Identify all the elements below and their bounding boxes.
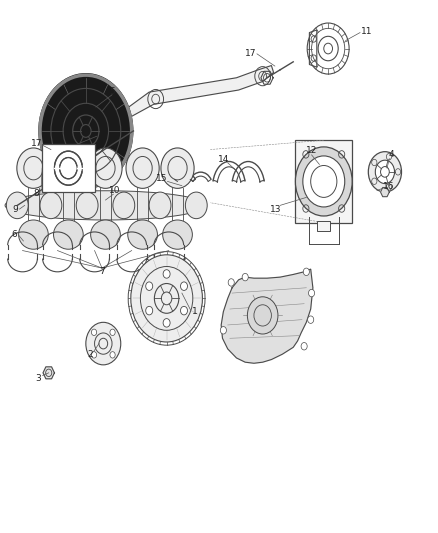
Bar	[295, 140, 352, 223]
Polygon shape	[125, 66, 274, 119]
Text: 10: 10	[109, 186, 120, 195]
Text: 1: 1	[192, 307, 198, 316]
Text: 5: 5	[109, 86, 115, 95]
Circle shape	[146, 282, 153, 290]
Polygon shape	[381, 188, 389, 197]
Circle shape	[161, 148, 194, 188]
Text: 11: 11	[361, 27, 372, 36]
Text: 2: 2	[88, 350, 93, 359]
Text: 16: 16	[383, 182, 394, 191]
Circle shape	[76, 192, 98, 219]
Circle shape	[295, 147, 352, 216]
Ellipse shape	[162, 220, 192, 249]
Circle shape	[146, 306, 153, 315]
Circle shape	[301, 343, 307, 350]
Circle shape	[180, 306, 187, 315]
Ellipse shape	[18, 220, 48, 249]
Ellipse shape	[53, 220, 83, 249]
Ellipse shape	[5, 191, 206, 220]
Circle shape	[7, 192, 28, 219]
Circle shape	[131, 255, 202, 342]
Text: 14: 14	[218, 155, 229, 164]
Text: 3: 3	[35, 374, 41, 383]
Circle shape	[303, 156, 345, 207]
Text: 17: 17	[245, 50, 256, 58]
Circle shape	[86, 322, 121, 365]
Ellipse shape	[128, 220, 157, 249]
Circle shape	[38, 73, 134, 189]
Circle shape	[242, 273, 248, 281]
Circle shape	[368, 152, 402, 192]
Polygon shape	[43, 367, 54, 379]
Bar	[42, 144, 95, 192]
Circle shape	[52, 148, 85, 188]
Circle shape	[375, 160, 395, 183]
Circle shape	[185, 192, 207, 219]
Circle shape	[163, 270, 170, 278]
Circle shape	[92, 329, 97, 335]
Circle shape	[247, 297, 278, 334]
Circle shape	[163, 319, 170, 327]
Circle shape	[180, 282, 187, 290]
Ellipse shape	[91, 220, 120, 249]
Circle shape	[110, 329, 115, 335]
Circle shape	[110, 352, 115, 358]
Circle shape	[308, 289, 314, 297]
Bar	[317, 221, 330, 231]
Circle shape	[228, 279, 234, 286]
Circle shape	[126, 148, 159, 188]
Text: 13: 13	[270, 205, 282, 214]
Text: 17: 17	[31, 139, 42, 148]
Circle shape	[149, 192, 171, 219]
Circle shape	[303, 268, 309, 276]
Circle shape	[92, 352, 97, 358]
Circle shape	[40, 192, 62, 219]
Text: 4: 4	[389, 150, 394, 159]
Circle shape	[113, 192, 135, 219]
Text: 7: 7	[99, 268, 105, 276]
Text: 6: 6	[12, 230, 18, 239]
Polygon shape	[221, 269, 313, 364]
Circle shape	[307, 316, 314, 324]
Text: 8: 8	[34, 189, 39, 198]
Text: 9: 9	[12, 205, 18, 214]
Circle shape	[89, 148, 122, 188]
Text: 12: 12	[306, 146, 317, 155]
Circle shape	[220, 327, 226, 334]
Circle shape	[17, 148, 50, 188]
Text: 15: 15	[155, 174, 167, 183]
